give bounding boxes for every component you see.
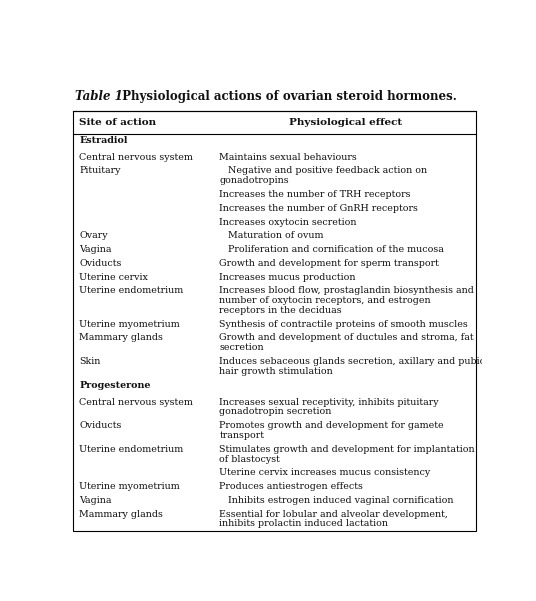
Text: Physiological actions of ovarian steroid hormones.: Physiological actions of ovarian steroid…	[114, 90, 456, 103]
Text: receptors in the deciduas: receptors in the deciduas	[219, 306, 342, 315]
Text: Increases the number of GnRH receptors: Increases the number of GnRH receptors	[219, 204, 418, 213]
Text: number of oxytocin receptors, and estrogen: number of oxytocin receptors, and estrog…	[219, 296, 431, 305]
Text: Uterine endometrium: Uterine endometrium	[79, 445, 184, 454]
Text: of blastocyst: of blastocyst	[219, 454, 280, 463]
Text: Synthesis of contractile proteins of smooth muscles: Synthesis of contractile proteins of smo…	[219, 320, 468, 329]
Text: Site of action: Site of action	[79, 118, 157, 127]
Text: Vagina: Vagina	[79, 496, 112, 505]
Text: Maintains sexual behaviours: Maintains sexual behaviours	[219, 153, 357, 162]
Text: Stimulates growth and development for implantation: Stimulates growth and development for im…	[219, 445, 475, 454]
Text: Table 1.: Table 1.	[75, 90, 127, 103]
Text: Increases mucus production: Increases mucus production	[219, 273, 356, 282]
Text: Produces antiestrogen effects: Produces antiestrogen effects	[219, 482, 363, 491]
Text: Skin: Skin	[79, 357, 101, 366]
Text: Uterine myometrium: Uterine myometrium	[79, 482, 180, 491]
Text: Estradiol: Estradiol	[79, 136, 128, 145]
Text: Essential for lobular and alveolar development,: Essential for lobular and alveolar devel…	[219, 510, 448, 519]
Text: Oviducts: Oviducts	[79, 421, 122, 430]
Text: Pituitary: Pituitary	[79, 166, 121, 175]
Text: Maturation of ovum: Maturation of ovum	[228, 231, 323, 240]
Text: Growth and development of ductules and stroma, fat: Growth and development of ductules and s…	[219, 334, 474, 343]
Text: Growth and development for sperm transport: Growth and development for sperm transpo…	[219, 259, 440, 268]
Text: Increases sexual receptivity, inhibits pituitary: Increases sexual receptivity, inhibits p…	[219, 398, 439, 407]
Text: Mammary glands: Mammary glands	[79, 510, 163, 519]
Text: Proliferation and cornification of the mucosa: Proliferation and cornification of the m…	[228, 245, 444, 254]
Text: Central nervous system: Central nervous system	[79, 398, 193, 407]
Text: gonadotropin secretion: gonadotropin secretion	[219, 407, 332, 416]
Text: Increases blood flow, prostaglandin biosynthesis and: Increases blood flow, prostaglandin bios…	[219, 287, 474, 295]
Text: hair growth stimulation: hair growth stimulation	[219, 367, 333, 376]
Text: Inhibits estrogen induced vaginal cornification: Inhibits estrogen induced vaginal cornif…	[228, 496, 453, 505]
Text: Uterine endometrium: Uterine endometrium	[79, 287, 184, 295]
Text: Increases the number of TRH receptors: Increases the number of TRH receptors	[219, 190, 411, 199]
Text: Negative and positive feedback action on: Negative and positive feedback action on	[228, 166, 427, 175]
Text: Progesterone: Progesterone	[79, 380, 151, 389]
Text: Mammary glands: Mammary glands	[79, 334, 163, 343]
Text: Uterine myometrium: Uterine myometrium	[79, 320, 180, 329]
Text: Uterine cervix: Uterine cervix	[79, 273, 148, 282]
Text: Induces sebaceous glands secretion, axillary and pubic: Induces sebaceous glands secretion, axil…	[219, 357, 486, 366]
Text: Physiological effect: Physiological effect	[289, 118, 402, 127]
Text: Oviducts: Oviducts	[79, 259, 122, 268]
Text: transport: transport	[219, 431, 264, 440]
Text: Promotes growth and development for gamete: Promotes growth and development for game…	[219, 421, 444, 430]
Text: Central nervous system: Central nervous system	[79, 153, 193, 162]
Text: inhibits prolactin induced lactation: inhibits prolactin induced lactation	[219, 519, 389, 528]
Text: Uterine cervix increases mucus consistency: Uterine cervix increases mucus consisten…	[219, 468, 431, 477]
Text: Vagina: Vagina	[79, 245, 112, 254]
Text: gonadotropins: gonadotropins	[219, 176, 289, 185]
Text: Ovary: Ovary	[79, 231, 108, 240]
Text: secretion: secretion	[219, 343, 264, 352]
Text: Increases oxytocin secretion: Increases oxytocin secretion	[219, 218, 357, 227]
